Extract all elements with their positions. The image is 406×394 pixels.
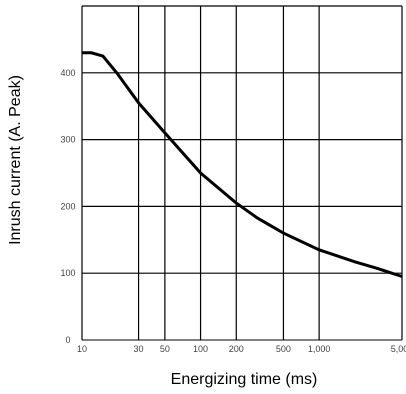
y-tick-labels: 0 100 200 300 400 — [60, 68, 75, 345]
x-tick-label: 100 — [193, 344, 208, 354]
x-tick-label: 500 — [276, 344, 291, 354]
x-tick-label: 50 — [160, 344, 170, 354]
x-tick-label: 1,000 — [308, 344, 331, 354]
vertical-grid — [81, 6, 403, 340]
x-tick-label: 10 — [77, 344, 87, 354]
x-tick-label: 200 — [229, 344, 244, 354]
y-tick-label: 300 — [60, 135, 75, 145]
x-axis-label: Energizing time (ms) — [171, 371, 318, 388]
x-tick-labels: 10 30 50 100 200 500 1,000 5,000 — [77, 344, 406, 354]
x-tick-label: 30 — [134, 344, 144, 354]
inrush-curve — [82, 51, 403, 278]
y-axis-label: Inrush current (A. Peak) — [7, 75, 24, 245]
y-tick-label: 100 — [60, 268, 75, 278]
x-tick-label: 5,000 — [391, 344, 406, 354]
y-tick-label: 0 — [65, 335, 70, 345]
y-tick-label: 200 — [60, 201, 75, 211]
y-tick-label: 400 — [60, 68, 75, 78]
